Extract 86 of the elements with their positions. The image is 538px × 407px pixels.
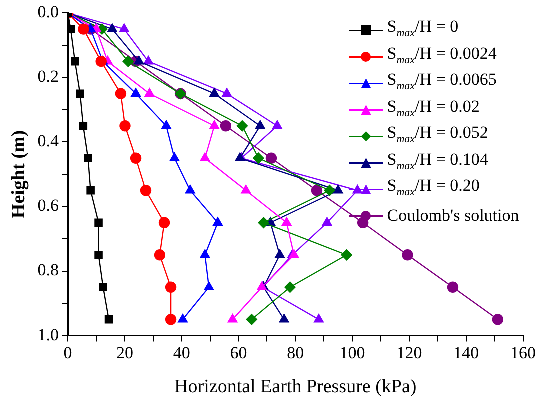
point xyxy=(213,217,223,226)
legend-label: S$_{max}$/H = 0.20 xyxy=(387,175,480,200)
x-tick-label: 40 xyxy=(173,343,190,362)
point xyxy=(104,316,114,324)
point xyxy=(447,282,459,294)
point xyxy=(185,185,196,194)
y-tick-label: 0.2 xyxy=(38,67,60,86)
point xyxy=(94,251,103,260)
x-tick-label: 20 xyxy=(116,343,134,362)
point xyxy=(131,88,141,97)
legend-label: S$_{max}$/H = 0.0065 xyxy=(387,70,497,92)
point xyxy=(78,24,90,35)
point xyxy=(210,120,220,130)
point xyxy=(220,120,232,132)
x-tick-label: 140 xyxy=(454,343,480,362)
point xyxy=(158,217,170,228)
point xyxy=(130,152,142,164)
point xyxy=(222,88,232,97)
point xyxy=(272,120,282,130)
point xyxy=(210,88,220,97)
x-axis-title: Horizontal Earth Pressure (kPa) xyxy=(174,376,417,398)
point xyxy=(79,122,88,130)
point xyxy=(68,25,76,34)
point xyxy=(246,314,258,326)
y-tick-label: 0.0 xyxy=(38,2,60,22)
point xyxy=(204,282,214,291)
x-tick-label: 80 xyxy=(287,343,304,362)
point xyxy=(76,90,84,98)
point xyxy=(324,185,336,196)
legend-label: S$_{max}$/H = 0.0024 xyxy=(387,44,497,66)
point xyxy=(165,282,177,294)
legend-label: S$_{max}$/H = 0.104 xyxy=(387,150,488,172)
point xyxy=(311,185,323,196)
legend-label: S$_{max}$/H = 0 xyxy=(387,17,459,40)
point xyxy=(99,283,108,292)
point xyxy=(115,88,127,100)
point xyxy=(255,120,266,130)
y-tick-label: 0.8 xyxy=(38,260,60,280)
point xyxy=(122,56,134,68)
point xyxy=(275,250,285,258)
point xyxy=(134,56,144,65)
point xyxy=(236,120,248,132)
y-tick-label: 0.6 xyxy=(38,196,60,216)
point xyxy=(282,217,292,226)
legend-label: Coulomb's solution xyxy=(387,204,520,227)
point xyxy=(241,185,252,194)
point xyxy=(71,57,80,66)
point xyxy=(266,152,278,164)
point xyxy=(258,217,270,228)
point xyxy=(119,24,130,32)
point xyxy=(140,185,152,196)
point xyxy=(402,250,414,261)
point xyxy=(96,56,107,68)
point xyxy=(165,314,177,326)
point xyxy=(492,314,504,326)
point xyxy=(200,250,210,258)
point xyxy=(108,24,118,32)
x-tick-label: 0 xyxy=(64,343,72,362)
point xyxy=(314,314,324,323)
y-tick-label: 0.4 xyxy=(38,132,60,151)
y-axis-title: Height (m) xyxy=(8,130,30,219)
legend-label: S$_{max}$/H = 0.02 xyxy=(387,96,480,119)
point xyxy=(162,120,172,130)
point xyxy=(341,250,352,261)
point xyxy=(84,154,92,163)
point xyxy=(333,185,344,194)
x-tick-label: 160 xyxy=(510,343,536,362)
point xyxy=(144,56,154,65)
point xyxy=(170,152,180,162)
point xyxy=(178,314,188,323)
x-tick-label: 100 xyxy=(340,343,366,362)
point xyxy=(144,88,155,97)
point xyxy=(94,218,103,228)
point xyxy=(253,152,264,164)
point xyxy=(154,250,166,261)
point xyxy=(228,314,238,323)
legend-label: S$_{max}$/H = 0.052 xyxy=(387,123,488,146)
point xyxy=(86,186,95,195)
x-tick-label: 60 xyxy=(230,343,248,362)
x-tick-label: 120 xyxy=(396,343,422,362)
point xyxy=(200,152,210,162)
point xyxy=(284,282,296,294)
point xyxy=(120,120,131,132)
point xyxy=(279,314,290,323)
y-tick-label: 1.0 xyxy=(38,325,60,344)
point xyxy=(322,217,332,226)
